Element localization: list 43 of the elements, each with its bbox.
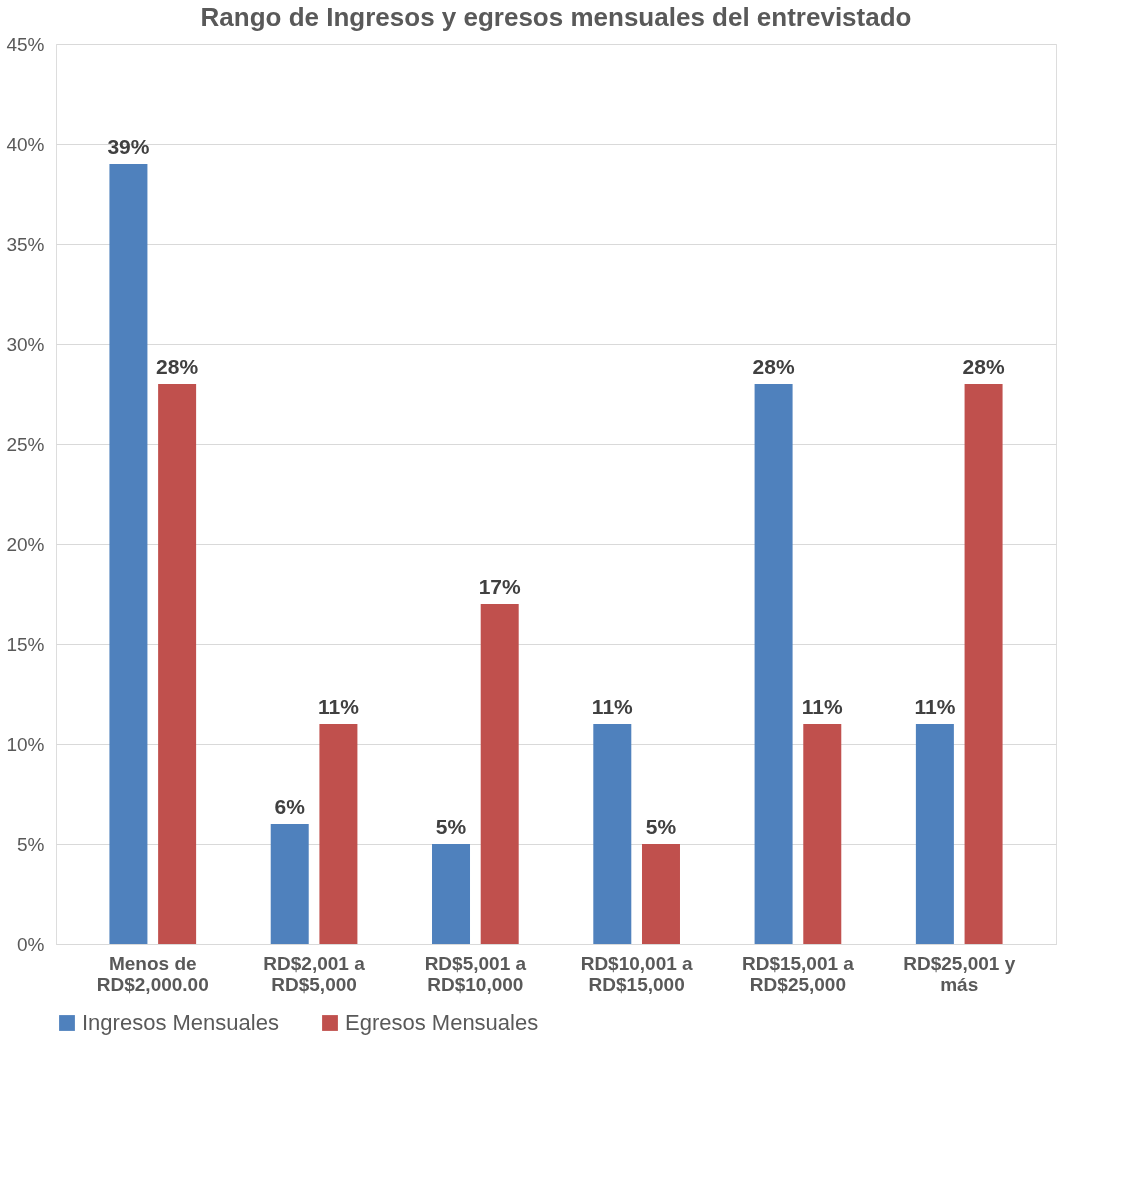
- data-label: 17%: [478, 575, 522, 598]
- bar: [641, 844, 680, 944]
- bar: [319, 724, 358, 944]
- bar: [270, 824, 309, 944]
- bar: [593, 724, 632, 944]
- bar: [754, 384, 793, 944]
- bar: [432, 844, 471, 944]
- x-tick-label: RD$2,001 a RD$5,000: [263, 952, 366, 995]
- data-label: 11%: [591, 695, 634, 718]
- y-tick-label: 45%: [6, 33, 45, 55]
- x-tick-label: RD$25,001 y más: [903, 952, 1016, 995]
- bar: [109, 164, 148, 944]
- data-label: 5%: [435, 815, 467, 838]
- data-label: 5%: [645, 815, 677, 838]
- y-tick-label: 0%: [17, 933, 45, 955]
- bar: [803, 724, 842, 944]
- legend-label: Egresos Mensuales: [345, 1010, 539, 1035]
- data-label: 11%: [914, 695, 956, 718]
- bar: [158, 384, 197, 944]
- bar: [480, 604, 519, 944]
- y-tick-label: 15%: [6, 633, 45, 655]
- bar: [915, 724, 954, 944]
- data-label: 6%: [274, 795, 306, 818]
- y-tick-label: 10%: [6, 733, 45, 755]
- x-tick-label: Menos de RD$2,000.00: [96, 952, 209, 995]
- data-label: 39%: [107, 135, 150, 158]
- chart-title: Rango de Ingresos y egresos mensuales del entrevistado: [200, 2, 912, 32]
- bar: [964, 384, 1003, 944]
- legend-label: Ingresos Mensuales: [82, 1010, 279, 1035]
- data-label: 11%: [317, 695, 360, 718]
- y-tick-label: 25%: [6, 433, 45, 455]
- y-tick-label: 40%: [6, 133, 45, 155]
- x-tick-label: RD$15,001 a RD$25,000: [741, 952, 855, 995]
- x-tick-label: RD$5,001 a RD$10,000: [424, 952, 527, 995]
- data-label: 11%: [801, 695, 844, 718]
- y-tick-label: 5%: [17, 833, 45, 855]
- y-tick-label: 20%: [6, 533, 45, 555]
- data-label: 28%: [156, 355, 199, 378]
- data-label: 28%: [962, 355, 1005, 378]
- y-tick-label: 30%: [6, 333, 45, 355]
- x-tick-label: RD$10,001 a RD$15,000: [580, 952, 694, 995]
- y-tick-label: 35%: [6, 233, 45, 255]
- data-label: 28%: [752, 355, 795, 378]
